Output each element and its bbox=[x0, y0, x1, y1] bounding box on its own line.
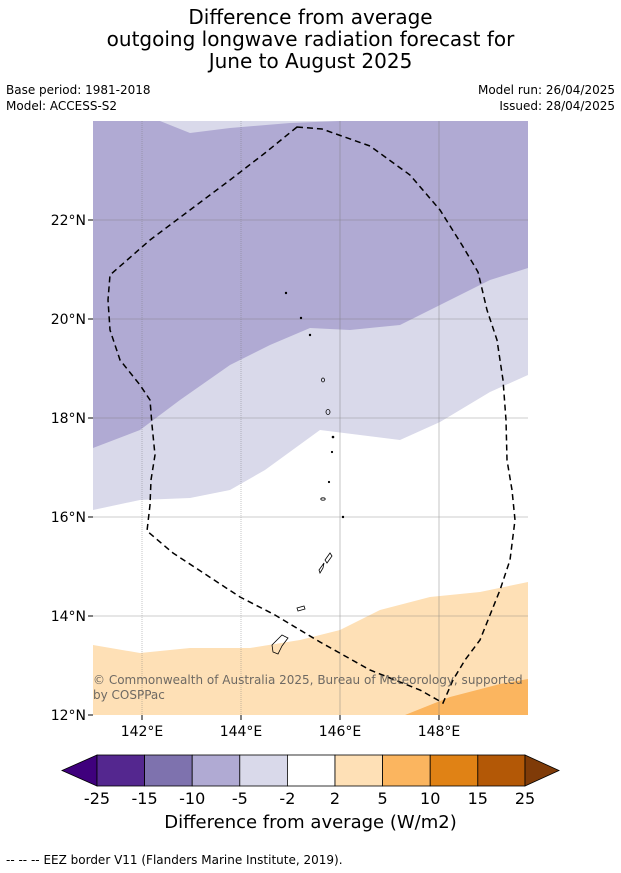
islands bbox=[271, 291, 345, 655]
title-line-3: June to August 2025 bbox=[208, 49, 413, 73]
colorbar-tick: 2 bbox=[330, 789, 340, 808]
lon-label: 148°E bbox=[418, 724, 461, 740]
eez-legend-symbol: -- -- -- bbox=[6, 853, 40, 867]
graticule bbox=[93, 121, 528, 715]
colorbar-segment bbox=[477, 754, 526, 787]
lat-label: 18°N bbox=[51, 411, 86, 427]
lon-label: 144°E bbox=[220, 724, 263, 740]
axis-ticks bbox=[88, 219, 440, 720]
lat-labels: 22°N 20°N 18°N 16°N 14°N 12°N bbox=[51, 213, 86, 724]
colorbar-segment bbox=[191, 754, 241, 787]
colorbar-label: Difference from average (W/m2) bbox=[164, 812, 457, 833]
colorbar-tick: 10 bbox=[420, 789, 440, 808]
colorbar-tick: -5 bbox=[232, 789, 248, 808]
lon-labels: 142°E 144°E 146°E 148°E bbox=[121, 724, 461, 740]
colorbar-tick: -15 bbox=[132, 789, 158, 808]
map-footer: -- -- -- EEZ border V11 (Flanders Marine… bbox=[6, 853, 343, 867]
lat-label: 14°N bbox=[51, 609, 86, 625]
colorbar-tick: -10 bbox=[179, 789, 205, 808]
colorbar-tick: 15 bbox=[468, 789, 488, 808]
colorbar-max-arrow bbox=[524, 754, 560, 787]
eez-legend-text: EEZ border V11 (Flanders Marine Institut… bbox=[43, 853, 343, 867]
colorbar-segment bbox=[334, 754, 383, 787]
colorbar-tick: 5 bbox=[378, 789, 388, 808]
colorbar-min-arrow bbox=[61, 754, 98, 787]
credit-line-2: by COSPPac bbox=[93, 688, 165, 702]
model-name: Model: ACCESS-S2 bbox=[6, 99, 118, 113]
colorbar-tick: 25 bbox=[515, 789, 535, 808]
lat-label: 12°N bbox=[51, 708, 86, 724]
credit-line-1: © Commonwealth of Australia 2025, Bureau… bbox=[93, 673, 523, 687]
colorbar-segment bbox=[144, 754, 193, 787]
anomaly-fill-plus5 bbox=[405, 679, 528, 715]
lon-label: 142°E bbox=[121, 724, 164, 740]
lat-label: 16°N bbox=[51, 510, 86, 526]
colorbar-segment bbox=[239, 754, 288, 787]
base-period: Base period: 1981-2018 bbox=[6, 83, 151, 97]
colorbar-tick: -2 bbox=[279, 789, 295, 808]
colorbar-segment bbox=[382, 754, 431, 787]
map-title: Difference from average outgoing longwav… bbox=[0, 6, 621, 72]
colorbar-segment bbox=[96, 754, 145, 787]
anomaly-fill-minus10 bbox=[93, 121, 528, 448]
colorbar-ticks: -25 -15 -10 -5 -2 2 5 10 15 25 bbox=[84, 789, 535, 808]
lat-label: 22°N bbox=[51, 213, 86, 229]
title-line-1: Difference from average bbox=[188, 5, 433, 29]
colorbar-segment bbox=[286, 754, 336, 787]
colorbar-segment bbox=[429, 754, 479, 787]
lat-label: 20°N bbox=[51, 312, 86, 328]
meta-left: Base period: 1981-2018 Model: ACCESS-S2 bbox=[6, 82, 151, 114]
colorbar-tick: -25 bbox=[84, 789, 110, 808]
colorbar bbox=[61, 754, 560, 787]
issued-date: Issued: 28/04/2025 bbox=[499, 99, 615, 113]
model-run: Model run: 26/04/2025 bbox=[477, 83, 615, 97]
meta-right: Model run: 26/04/2025 Issued: 28/04/2025 bbox=[478, 82, 615, 114]
anomaly-fill-plus2 bbox=[93, 582, 528, 715]
map-area: © Commonwealth of Australia 2025, Bureau… bbox=[93, 121, 528, 715]
lon-label: 146°E bbox=[319, 724, 362, 740]
title-line-2: outgoing longwave radiation forecast for bbox=[106, 27, 515, 51]
